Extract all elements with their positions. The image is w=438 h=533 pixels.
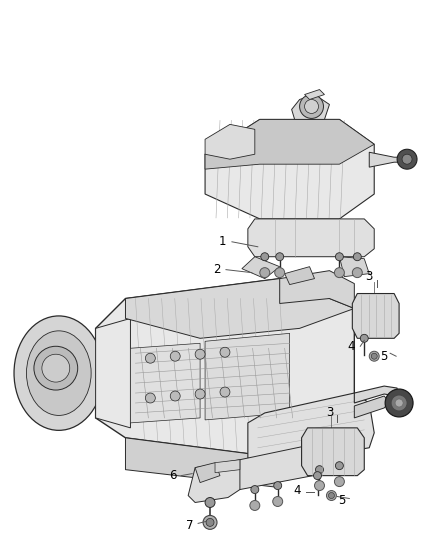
- Circle shape: [206, 519, 214, 527]
- Circle shape: [276, 253, 284, 261]
- Circle shape: [195, 389, 205, 399]
- Circle shape: [371, 353, 377, 359]
- Circle shape: [251, 486, 259, 494]
- Circle shape: [220, 387, 230, 397]
- Polygon shape: [248, 393, 374, 466]
- Circle shape: [145, 353, 155, 363]
- Circle shape: [42, 354, 70, 382]
- Circle shape: [203, 515, 217, 529]
- Polygon shape: [205, 333, 290, 420]
- Polygon shape: [125, 438, 280, 488]
- Text: 5: 5: [338, 494, 345, 507]
- Polygon shape: [304, 90, 325, 100]
- Polygon shape: [131, 343, 200, 423]
- Circle shape: [261, 253, 269, 261]
- Polygon shape: [285, 266, 314, 285]
- Circle shape: [314, 481, 325, 490]
- Text: 6: 6: [170, 469, 177, 482]
- Circle shape: [170, 351, 180, 361]
- Circle shape: [353, 253, 361, 261]
- Text: 7: 7: [187, 519, 194, 532]
- Text: 4: 4: [294, 484, 301, 497]
- Ellipse shape: [14, 316, 103, 430]
- Circle shape: [397, 149, 417, 169]
- Polygon shape: [205, 119, 374, 219]
- Circle shape: [260, 268, 270, 278]
- Polygon shape: [242, 257, 280, 279]
- Polygon shape: [354, 396, 389, 418]
- Polygon shape: [228, 438, 359, 489]
- Polygon shape: [95, 318, 131, 428]
- Circle shape: [335, 477, 344, 487]
- Circle shape: [34, 346, 78, 390]
- Text: 3: 3: [326, 407, 333, 419]
- Circle shape: [335, 268, 344, 278]
- Polygon shape: [205, 119, 374, 169]
- Circle shape: [314, 472, 321, 480]
- Polygon shape: [369, 152, 404, 167]
- Polygon shape: [215, 459, 240, 473]
- Polygon shape: [125, 279, 354, 338]
- Circle shape: [402, 154, 412, 164]
- Circle shape: [385, 389, 413, 417]
- Polygon shape: [95, 279, 354, 458]
- Circle shape: [304, 100, 318, 114]
- Circle shape: [360, 334, 368, 342]
- Polygon shape: [280, 271, 354, 309]
- Polygon shape: [354, 386, 397, 403]
- Polygon shape: [352, 294, 399, 338]
- Circle shape: [369, 351, 379, 361]
- Ellipse shape: [26, 331, 91, 415]
- Circle shape: [395, 399, 403, 407]
- Circle shape: [205, 497, 215, 507]
- Circle shape: [250, 500, 260, 511]
- Text: 2: 2: [213, 263, 221, 276]
- Polygon shape: [195, 463, 220, 482]
- Circle shape: [391, 395, 407, 411]
- Polygon shape: [205, 124, 255, 159]
- Circle shape: [328, 492, 335, 498]
- Polygon shape: [302, 428, 364, 475]
- Circle shape: [220, 348, 230, 357]
- Circle shape: [275, 268, 285, 278]
- Circle shape: [336, 462, 343, 470]
- Text: 1: 1: [218, 235, 226, 248]
- Circle shape: [274, 482, 282, 489]
- Text: 3: 3: [366, 270, 373, 283]
- Circle shape: [273, 497, 283, 506]
- Circle shape: [352, 268, 362, 278]
- Circle shape: [195, 349, 205, 359]
- Circle shape: [170, 391, 180, 401]
- Circle shape: [336, 253, 343, 261]
- Text: 4: 4: [348, 340, 355, 353]
- Text: 5: 5: [381, 350, 388, 363]
- Circle shape: [326, 490, 336, 500]
- Polygon shape: [339, 257, 369, 277]
- Polygon shape: [188, 459, 240, 503]
- Polygon shape: [248, 219, 374, 257]
- Circle shape: [300, 94, 324, 118]
- Circle shape: [315, 466, 324, 474]
- Polygon shape: [292, 94, 329, 119]
- Circle shape: [145, 393, 155, 403]
